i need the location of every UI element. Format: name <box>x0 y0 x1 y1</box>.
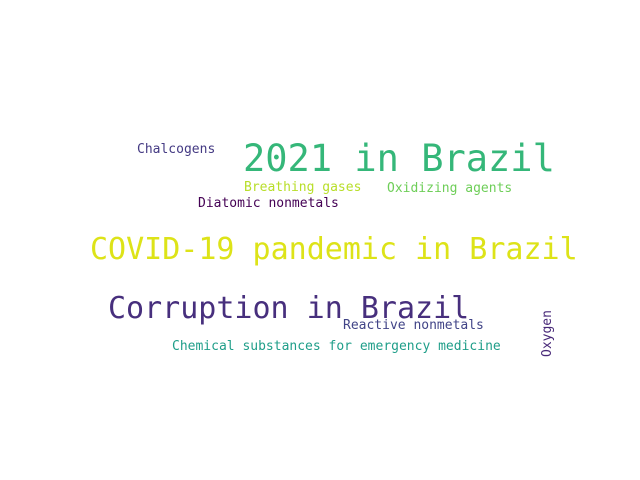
word-oxidizing-agents: Oxidizing agents <box>387 181 513 196</box>
word-chalcogens: Chalcogens <box>137 142 216 157</box>
word-oxygen: Oxygen <box>540 310 555 357</box>
word-diatomic-nonmetals: Diatomic nonmetals <box>198 196 339 211</box>
word-reactive-nonmetals: Reactive nonmetals <box>343 318 484 333</box>
word-chemical-substances-for-emergency-medicine: Chemical substances for emergency medici… <box>172 339 501 354</box>
word-corruption-in-brazil: Corruption in Brazil <box>108 291 470 326</box>
word-breathing-gases: Breathing gases <box>244 180 362 195</box>
word-covid-19-pandemic-in-brazil: COVID-19 pandemic in Brazil <box>90 232 578 267</box>
word-2021-in-brazil: 2021 in Brazil <box>243 137 555 180</box>
